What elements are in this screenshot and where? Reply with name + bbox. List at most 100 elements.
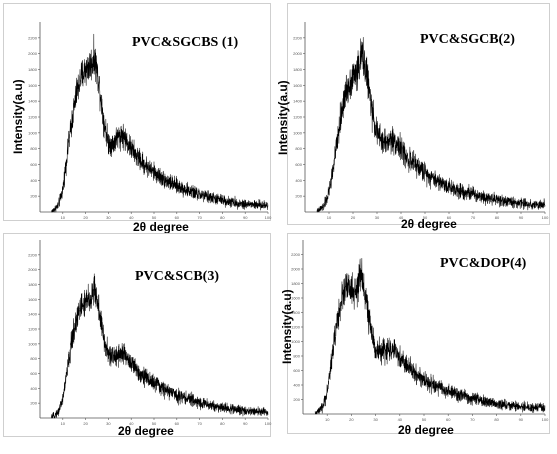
- x-tick-label: 60: [175, 215, 180, 220]
- x-tick-label: 10: [327, 215, 332, 220]
- x-tick-label: 100: [542, 215, 549, 220]
- y-tick-label: 2000: [293, 51, 303, 56]
- y-tick-label: 600: [30, 162, 37, 167]
- x-tick-label: 90: [243, 421, 248, 426]
- y-tick-label: 800: [30, 146, 37, 151]
- y-tick-label: 2000: [28, 51, 38, 56]
- y-tick-label: 1000: [291, 339, 301, 344]
- x-tick-label: 50: [152, 421, 157, 426]
- chart-frame-3: [3, 233, 271, 437]
- x-tick-label: 40: [129, 215, 134, 220]
- x-tick-label: 80: [495, 215, 500, 220]
- x-tick-label: 30: [106, 215, 111, 220]
- panel-title-3: PVC&SCB(3): [135, 269, 219, 284]
- y-tick-label: 1800: [28, 67, 38, 72]
- y-tick-label: 1200: [293, 115, 303, 120]
- panel-title-2: PVC&SGCB(2): [420, 32, 515, 47]
- y-tick-label: 800: [30, 356, 37, 361]
- x-axis-label-1: 2θ degree: [133, 220, 189, 234]
- x-tick-label: 100: [265, 215, 272, 220]
- x-tick-label: 70: [197, 421, 202, 426]
- x-axis-label-3: 2θ degree: [118, 424, 174, 438]
- y-tick-label: 200: [30, 401, 37, 406]
- y-tick-label: 2200: [28, 252, 38, 257]
- x-tick-label: 10: [61, 421, 66, 426]
- y-tick-label: 1600: [28, 83, 38, 88]
- x-tick-label: 90: [243, 215, 248, 220]
- x-tick-label: 80: [494, 417, 499, 422]
- x-tick-label: 20: [83, 215, 88, 220]
- y-axis-label-4: Intensity(a.u): [280, 289, 294, 364]
- x-tick-label: 60: [175, 421, 180, 426]
- y-tick-label: 800: [295, 146, 302, 151]
- y-tick-label: 400: [30, 178, 37, 183]
- y-tick-label: 1800: [28, 282, 38, 287]
- panel-title-1: PVC&SGCBS (1): [132, 35, 239, 50]
- y-tick-label: 1400: [28, 99, 38, 104]
- y-tick-label: 1200: [28, 327, 38, 332]
- x-tick-label: 50: [423, 215, 428, 220]
- y-tick-label: 400: [30, 386, 37, 391]
- y-tick-label: 1600: [28, 297, 38, 302]
- series-line: [314, 257, 546, 415]
- x-tick-label: 80: [220, 215, 225, 220]
- x-tick-label: 70: [471, 215, 476, 220]
- x-tick-label: 50: [422, 417, 427, 422]
- y-tick-label: 2000: [291, 267, 301, 272]
- y-tick-label: 1000: [28, 130, 38, 135]
- y-tick-label: 1000: [28, 341, 38, 346]
- y-tick-label: 400: [295, 178, 302, 183]
- x-tick-label: 90: [519, 215, 524, 220]
- x-tick-label: 30: [373, 417, 378, 422]
- series-line: [51, 273, 269, 419]
- y-tick-label: 2200: [293, 35, 303, 40]
- y-tick-label: 800: [293, 354, 300, 359]
- y-tick-label: 1600: [293, 83, 303, 88]
- y-tick-label: 600: [295, 162, 302, 167]
- x-tick-label: 50: [152, 215, 157, 220]
- x-tick-label: 10: [325, 417, 330, 422]
- x-tick-label: 30: [106, 421, 111, 426]
- x-tick-label: 20: [83, 421, 88, 426]
- y-tick-label: 1200: [291, 325, 301, 330]
- y-tick-label: 1000: [293, 130, 303, 135]
- y-tick-label: 200: [293, 397, 300, 402]
- x-tick-label: 100: [265, 421, 272, 426]
- y-tick-label: 1800: [291, 281, 301, 286]
- panel-title-4: PVC&DOP(4): [440, 256, 527, 271]
- y-tick-label: 1800: [293, 67, 303, 72]
- x-tick-label: 20: [349, 417, 354, 422]
- y-tick-label: 400: [293, 383, 300, 388]
- y-tick-label: 1400: [293, 99, 303, 104]
- x-tick-label: 60: [446, 417, 451, 422]
- y-tick-label: 1200: [28, 115, 38, 120]
- y-tick-label: 2000: [28, 267, 38, 272]
- y-tick-label: 2200: [291, 252, 301, 257]
- y-tick-label: 2200: [28, 35, 38, 40]
- x-tick-label: 70: [197, 215, 202, 220]
- x-tick-label: 30: [375, 215, 380, 220]
- x-tick-label: 40: [398, 417, 403, 422]
- x-tick-label: 20: [351, 215, 356, 220]
- y-tick-label: 600: [30, 371, 37, 376]
- x-tick-label: 40: [129, 421, 134, 426]
- series-line: [51, 33, 269, 213]
- y-tick-label: 600: [293, 368, 300, 373]
- chart-frame-1: [3, 3, 271, 221]
- x-axis-label-4: 2θ degree: [398, 423, 454, 437]
- x-tick-label: 10: [61, 215, 66, 220]
- chart-frame-4: [287, 233, 550, 434]
- x-tick-label: 40: [399, 215, 404, 220]
- y-tick-label: 1600: [291, 296, 301, 301]
- y-tick-label: 200: [295, 194, 302, 199]
- x-tick-label: 70: [470, 417, 475, 422]
- y-tick-label: 200: [30, 194, 37, 199]
- x-tick-label: 100: [542, 417, 549, 422]
- x-tick-label: 80: [220, 421, 225, 426]
- x-tick-label: 60: [447, 215, 452, 220]
- x-axis-label-2: 2θ degree: [401, 217, 457, 231]
